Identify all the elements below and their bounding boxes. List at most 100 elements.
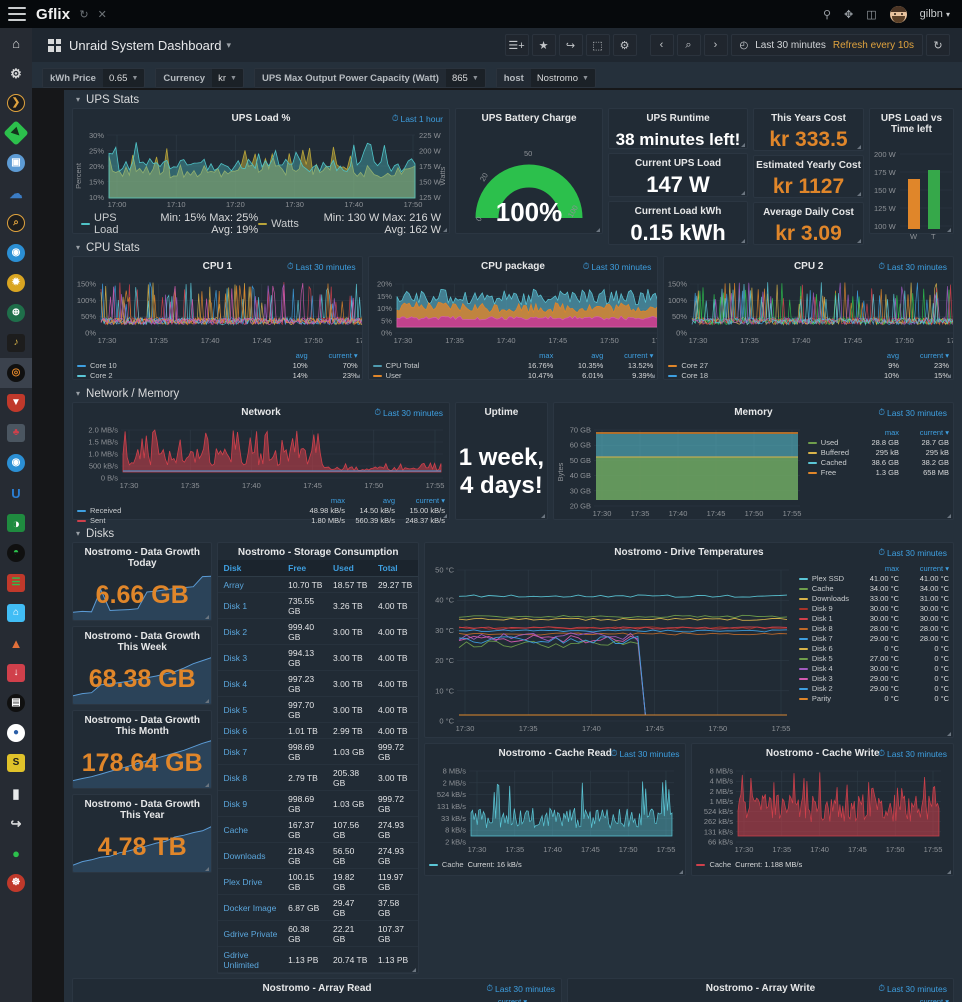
legend-row[interactable]: Disk 2 29.00 °C 0 °C bbox=[798, 684, 949, 693]
legend-header[interactable]: max bbox=[884, 428, 899, 437]
close-icon[interactable]: ✕ bbox=[97, 8, 107, 21]
sidebar-item-gitlab[interactable]: ▲ bbox=[0, 628, 32, 658]
panel-cache-write[interactable]: Nostromo - Cache Write ⏱ Last 30 minutes … bbox=[691, 743, 955, 876]
legend-row[interactable]: Core 18 10% 15% bbox=[668, 371, 949, 380]
resize-handle[interactable] bbox=[741, 191, 745, 195]
legend-header[interactable]: current ▾ bbox=[919, 428, 949, 437]
resize-handle[interactable] bbox=[205, 699, 210, 703]
variable-value[interactable]: 0.65 ▼ bbox=[108, 72, 139, 84]
panel-time-range[interactable]: ⏱ Last 30 minutes bbox=[486, 983, 555, 994]
sidebar-item-logout[interactable]: ↪ bbox=[0, 808, 32, 838]
table-row[interactable]: Disk 4 997.23 GB 3.00 TB 4.00 TB bbox=[218, 670, 418, 697]
legend-row[interactable]: User 10.47% 6.01% 9.39% bbox=[372, 371, 653, 380]
legend-row[interactable]: Cache 34.00 °C 34.00 °C bbox=[798, 584, 949, 593]
legend-row[interactable]: Disk 6 0 °C 0 °C bbox=[798, 644, 949, 653]
panel-array-read[interactable]: Nostromo - Array Read ⏱Last 30 minutes 3… bbox=[72, 978, 562, 1002]
avatar[interactable] bbox=[889, 5, 907, 23]
legend-header[interactable]: avg bbox=[591, 351, 604, 360]
sidebar-item-duckdns[interactable]: ◑ bbox=[0, 508, 32, 538]
resize-handle[interactable] bbox=[205, 783, 210, 787]
sidebar-item-ombi[interactable]: ◓ bbox=[0, 538, 32, 568]
row-header-cpu-stats[interactable]: ▾ CPU Stats bbox=[64, 238, 962, 256]
variable-2[interactable]: UPS Max Output Power Capacity (Watt) 865 ▼ bbox=[253, 68, 486, 88]
panel-drive-temperatures[interactable]: Nostromo - Drive Temperatures ⏱ Last 30 m… bbox=[423, 542, 954, 738]
sidebar-item-organizr[interactable]: ♣ bbox=[0, 418, 32, 448]
resize-handle[interactable] bbox=[679, 870, 684, 874]
panel-time-range[interactable]: ⏱ Last 30 minutes bbox=[878, 407, 947, 418]
sidebar-item-deluge[interactable]: ● bbox=[0, 718, 32, 748]
variable-3[interactable]: host Nostromo ▼ bbox=[495, 68, 596, 88]
table-row[interactable]: Cache 167.37 GB 107.56 GB 274.93 GB bbox=[218, 816, 418, 843]
legend-header[interactable]: current ▾ bbox=[919, 564, 949, 573]
table-row[interactable]: Disk 2 999.40 GB 3.00 TB 4.00 TB bbox=[218, 618, 418, 645]
table-row[interactable]: Plex Drive 100.15 GB 19.82 GB 119.97 GB bbox=[218, 868, 418, 895]
table-header[interactable]: Total bbox=[372, 560, 418, 577]
panel-growth-today[interactable]: Nostromo - Data Growth Today 6.66 GB bbox=[72, 542, 213, 621]
panel-time-range[interactable]: ⏱ Last 30 minutes bbox=[287, 261, 356, 272]
resize-handle[interactable] bbox=[411, 968, 416, 972]
table-header[interactable]: Disk bbox=[218, 560, 284, 577]
sidebar-item-jackett[interactable]: ☰ bbox=[0, 568, 32, 598]
resize-handle[interactable] bbox=[741, 143, 745, 147]
settings-button[interactable]: ⚙ bbox=[612, 34, 637, 56]
row-header-network-memory[interactable]: ▾ Network / Memory bbox=[64, 384, 962, 402]
time-forward-button[interactable]: › bbox=[703, 34, 728, 56]
panel-ups-runtime[interactable]: UPS Runtime 38 minutes left! bbox=[608, 108, 748, 149]
legend-header[interactable]: max bbox=[330, 496, 345, 505]
resize-handle[interactable] bbox=[947, 374, 952, 378]
legend-header[interactable]: current ▾ bbox=[919, 351, 950, 360]
resize-handle[interactable] bbox=[947, 732, 951, 736]
legend-header[interactable]: current ▾ bbox=[415, 496, 445, 505]
table-header[interactable]: Free bbox=[283, 560, 329, 577]
legend-header[interactable]: avg bbox=[295, 351, 308, 360]
sidebar-item-grafana[interactable]: ◎ bbox=[0, 358, 32, 388]
panel-time-range[interactable]: ⏱ Last 30 minutes bbox=[878, 748, 948, 759]
cast-icon[interactable]: ◫ bbox=[866, 8, 877, 21]
legend-header[interactable]: current ▾ bbox=[328, 351, 358, 360]
legend-row[interactable]: Plex SSD 41.00 °C 41.00 °C bbox=[798, 574, 949, 583]
panel-current-load-kwh[interactable]: Current Load kWh 0.15 kWh bbox=[608, 201, 748, 245]
save-button[interactable]: ⬚ bbox=[585, 34, 610, 56]
legend-row[interactable]: Used 28.8 GB 28.7 GB bbox=[807, 438, 949, 447]
time-back-button[interactable]: ‹ bbox=[649, 34, 674, 56]
legend-row[interactable]: Parity 0 °C 0 °C bbox=[798, 694, 949, 703]
resize-handle[interactable] bbox=[540, 514, 545, 518]
panel-growth-month[interactable]: Nostromo - Data Growth This Month 178.64… bbox=[72, 710, 213, 789]
panel-cpu2[interactable]: CPU 2 ⏱ Last 30 minutes 150% 100% 50% 0% 17:3… bbox=[663, 256, 962, 380]
legend-row[interactable]: Disk 7 29.00 °C 28.00 °C bbox=[798, 634, 949, 643]
sidebar-item-settings[interactable]: ⚙ bbox=[0, 58, 32, 88]
variable-value[interactable]: Nostromo ▼ bbox=[536, 72, 589, 84]
zoom-out-button[interactable]: ⌕ bbox=[676, 34, 701, 56]
resize-handle[interactable] bbox=[947, 870, 952, 874]
row-header-disks[interactable]: ▾ Disks bbox=[64, 524, 962, 542]
variable-1[interactable]: Currency kr ▼ bbox=[155, 68, 244, 88]
sidebar-item-unraid[interactable]: U bbox=[0, 478, 32, 508]
legend-row[interactable]: Buffered 295 kB 295 kB bbox=[807, 448, 949, 457]
sidebar-item-docker[interactable]: ☸ bbox=[0, 868, 32, 898]
table-row[interactable]: Disk 7 998.69 GB 1.03 GB 999.72 GB bbox=[218, 738, 418, 765]
legend-row[interactable]: Disk 9 30.00 °C 30.00 °C bbox=[798, 604, 949, 613]
legend-row[interactable]: Received 48.98 kB/s 14.50 kB/s 15.00 kB/s bbox=[77, 506, 445, 515]
table-row[interactable]: Downloads 218.43 GB 56.50 GB 274.93 GB bbox=[218, 842, 418, 869]
legend-row[interactable]: Disk 5 27.00 °C 0 °C bbox=[798, 654, 949, 663]
sidebar-item-download[interactable]: ↓ bbox=[0, 658, 32, 688]
panel-network[interactable]: Network ⏱ Last 30 minutes 2.0 MB/s 1.5 MB/… bbox=[72, 402, 450, 525]
panel-average-daily-cost[interactable]: Average Daily Cost kr 3.09 bbox=[753, 202, 864, 245]
panel-array-write[interactable]: Nostromo - Array Write ⏱ Last 30 minutes … bbox=[567, 978, 954, 1002]
legend-row[interactable]: Cached 38.6 GB 38.2 GB bbox=[807, 458, 949, 467]
sidebar-item-terminal[interactable]: ❯ bbox=[0, 88, 32, 118]
panel-cpu-package[interactable]: CPU package ⏱ Last 30 minutes 20% 15% 10% 5%… bbox=[367, 256, 670, 380]
sidebar-item-lidarr[interactable]: ♪ bbox=[0, 328, 32, 358]
resize-handle[interactable] bbox=[857, 239, 861, 243]
add-panel-button[interactable]: ☰+ bbox=[504, 34, 529, 56]
sidebar-item-shield[interactable]: ▼ bbox=[0, 388, 32, 418]
panel-time-range[interactable]: ⏱ Last 30 minutes bbox=[374, 407, 443, 418]
table-row[interactable]: Disk 9 998.69 GB 1.03 GB 999.72 GB bbox=[218, 790, 418, 817]
sidebar-item-lazylibrarian[interactable]: ▤ bbox=[0, 688, 32, 718]
shuffle-icon[interactable]: ✥ bbox=[844, 8, 854, 21]
legend-header[interactable]: avg bbox=[382, 496, 395, 505]
panel-ups-load-vs-time-left[interactable]: UPS Load vs Time left 200 W 175 W 150 W 125… bbox=[869, 108, 962, 241]
sidebar-item-sonarr[interactable]: ◉ bbox=[0, 238, 32, 268]
table-row[interactable]: Disk 3 994.13 GB 3.00 TB 4.00 TB bbox=[218, 644, 418, 671]
resize-handle[interactable] bbox=[947, 514, 951, 518]
